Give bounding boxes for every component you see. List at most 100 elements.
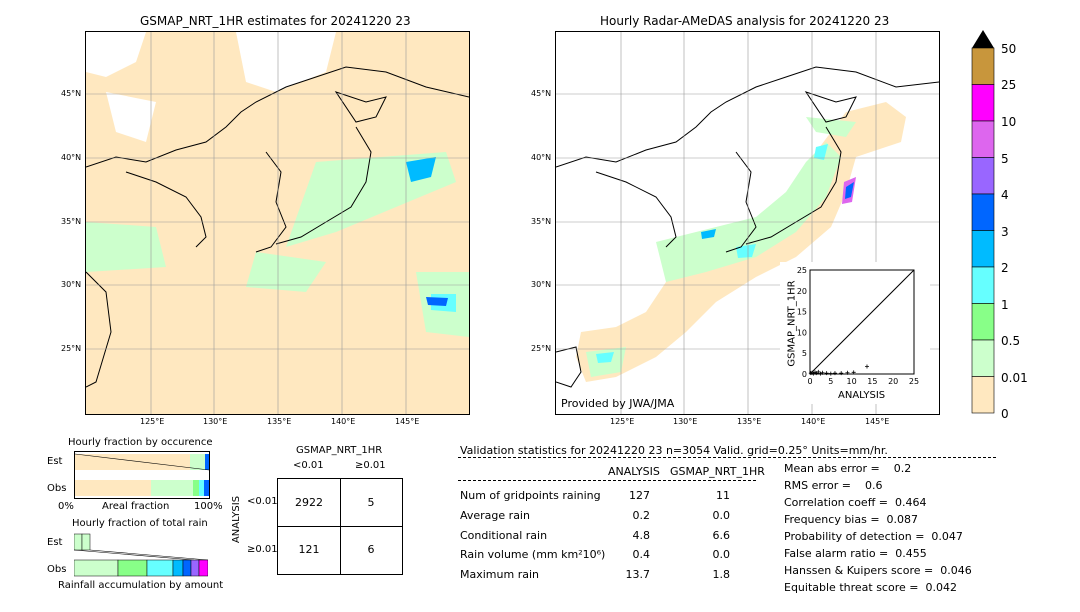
right-lon-label: 135°E	[737, 417, 762, 426]
scatter-x-tick: 5	[828, 377, 833, 386]
left-map-background	[86, 32, 469, 414]
scatter-point	[818, 371, 823, 376]
scatter-y-tick: 10	[797, 328, 807, 337]
left-no-rain-area	[236, 32, 336, 92]
contingency-cell: 2922	[295, 496, 323, 509]
left-lon-label: 135°E	[267, 417, 292, 426]
colorbar-label: 1	[1001, 298, 1009, 312]
right-lat-label: 35°N	[531, 217, 552, 226]
validation-row-analysis: 4.8	[632, 529, 651, 542]
scatter-x-tick: 20	[888, 377, 898, 386]
left-lon-label: 125°E	[140, 417, 165, 426]
colorbar-swatch	[971, 376, 995, 414]
left-coastline	[255, 151, 287, 253]
score-line: Frequency bias = 0.087	[784, 513, 919, 526]
left-coastline	[86, 271, 112, 388]
scatter-point	[845, 370, 850, 375]
colorbar-swatch	[971, 157, 995, 195]
colorbar-swatch	[971, 193, 995, 231]
left-lon-label: 130°E	[203, 417, 228, 426]
scatter-point	[828, 371, 833, 376]
colorbar-swatch	[971, 303, 995, 341]
colorbar-swatch	[971, 230, 995, 268]
total-link-line	[73, 549, 195, 561]
right-lon-label: 140°E	[801, 417, 826, 426]
right-lat-label: 40°N	[531, 153, 552, 162]
obs-no-rain-bar	[75, 480, 151, 496]
colorbar-swatch	[971, 339, 995, 377]
contingency-col1: <0.01	[293, 460, 324, 471]
colorbar-swatch	[971, 47, 995, 85]
obs-rain-bar	[151, 480, 193, 496]
right-lat-label: 45°N	[531, 89, 552, 98]
occurrence-title: Hourly fraction by occurence	[68, 437, 213, 448]
right-moderate-rain	[701, 229, 716, 239]
scatter-point	[851, 370, 856, 375]
score-line: Mean abs error = 0.2	[784, 462, 912, 475]
scatter-y-tick: 20	[797, 287, 807, 296]
colorbar-label: 50	[1001, 42, 1017, 56]
obs-total-bar	[190, 559, 200, 577]
scatter-point	[816, 369, 821, 374]
colorbar-label: 10	[1001, 115, 1017, 129]
validation-row-gsmap: 0.0	[712, 548, 731, 561]
contingency-cell: 5	[367, 496, 375, 509]
score-line: Probability of detection = 0.047	[784, 530, 963, 543]
validation-col-gsmap: GSMAP_NRT_1HR	[670, 465, 765, 478]
occurrence-axis-mid: Areal fraction	[102, 501, 170, 512]
scatter-y-tick: 25	[797, 266, 807, 275]
right-heavy-rain	[845, 182, 854, 199]
contingency-hline	[278, 526, 402, 527]
obs-total-bar	[73, 559, 119, 577]
total-obs-label: Obs	[47, 564, 67, 575]
colorbar-swatch	[971, 266, 995, 304]
left-light-rain	[246, 252, 326, 292]
right-moderate-rain	[596, 352, 614, 363]
right-moderate-rain	[814, 144, 828, 160]
occurrence-axis-right: 100%	[194, 501, 223, 512]
left-map-canvas	[86, 32, 469, 414]
scatter-plot: 00 5 5 10 10 15 15 20 20 25 25	[797, 266, 919, 386]
left-no-rain-area	[106, 92, 156, 142]
est-no-rain-bar	[75, 454, 190, 470]
validation-row-label: Maximum rain	[460, 568, 539, 581]
validation-col-analysis: ANALYSIS	[608, 465, 660, 478]
validation-header: Validation statistics for 20241220 23 n=…	[460, 444, 888, 457]
total-rain-bars	[73, 532, 209, 578]
validation-row-label: Average rain	[460, 509, 530, 522]
right-lat-label: 25°N	[531, 344, 552, 353]
left-lon-label: 145°E	[395, 417, 420, 426]
validation-row-analysis: 0.4	[632, 548, 651, 561]
score-line: RMS error = 0.6	[784, 479, 883, 492]
score-line: Equitable threat score = 0.042	[784, 581, 957, 594]
right-coastline	[725, 151, 757, 253]
left-moderate-rain	[406, 157, 436, 182]
colorbar-label: 5	[1001, 152, 1009, 166]
right-coastline	[804, 91, 857, 123]
contingency-row1: <0.01	[247, 496, 278, 507]
total-rain-title: Hourly fraction of total rain	[72, 518, 208, 529]
colorbar-label: 4	[1001, 188, 1009, 202]
left-lat-label: 40°N	[61, 153, 82, 162]
scatter-point	[832, 371, 837, 376]
occurrence-est-label: Est	[47, 456, 63, 467]
occurrence-bars	[74, 451, 210, 499]
contingency-row-title: ANALYSIS	[231, 495, 243, 544]
scatter-x-tick: 25	[909, 377, 919, 386]
scatter-inset: 0 0 5 5 10 10 15 15 20 20 25 25	[780, 262, 930, 404]
right-map-title: Hourly Radar-AMeDAS analysis for 2024122…	[600, 14, 890, 28]
scatter-y-tick: 5	[802, 349, 807, 358]
est-rain-bar	[205, 454, 209, 470]
est-total-bar	[73, 533, 83, 551]
est-total-bar	[81, 533, 91, 551]
contingency-col2: ≥0.01	[355, 460, 386, 471]
right-lon-label: 125°E	[610, 417, 635, 426]
occurrence-bars-canvas	[74, 453, 210, 496]
scatter-y-tick: 0	[802, 370, 807, 379]
total-rain-bars-canvas	[73, 533, 209, 577]
colorbar-label: 0	[1001, 407, 1009, 421]
obs-total-bar	[117, 559, 148, 577]
scatter-point	[824, 371, 829, 376]
validation-row-label: Num of gridpoints raining	[460, 489, 601, 502]
obs-rain-bar	[199, 480, 204, 496]
